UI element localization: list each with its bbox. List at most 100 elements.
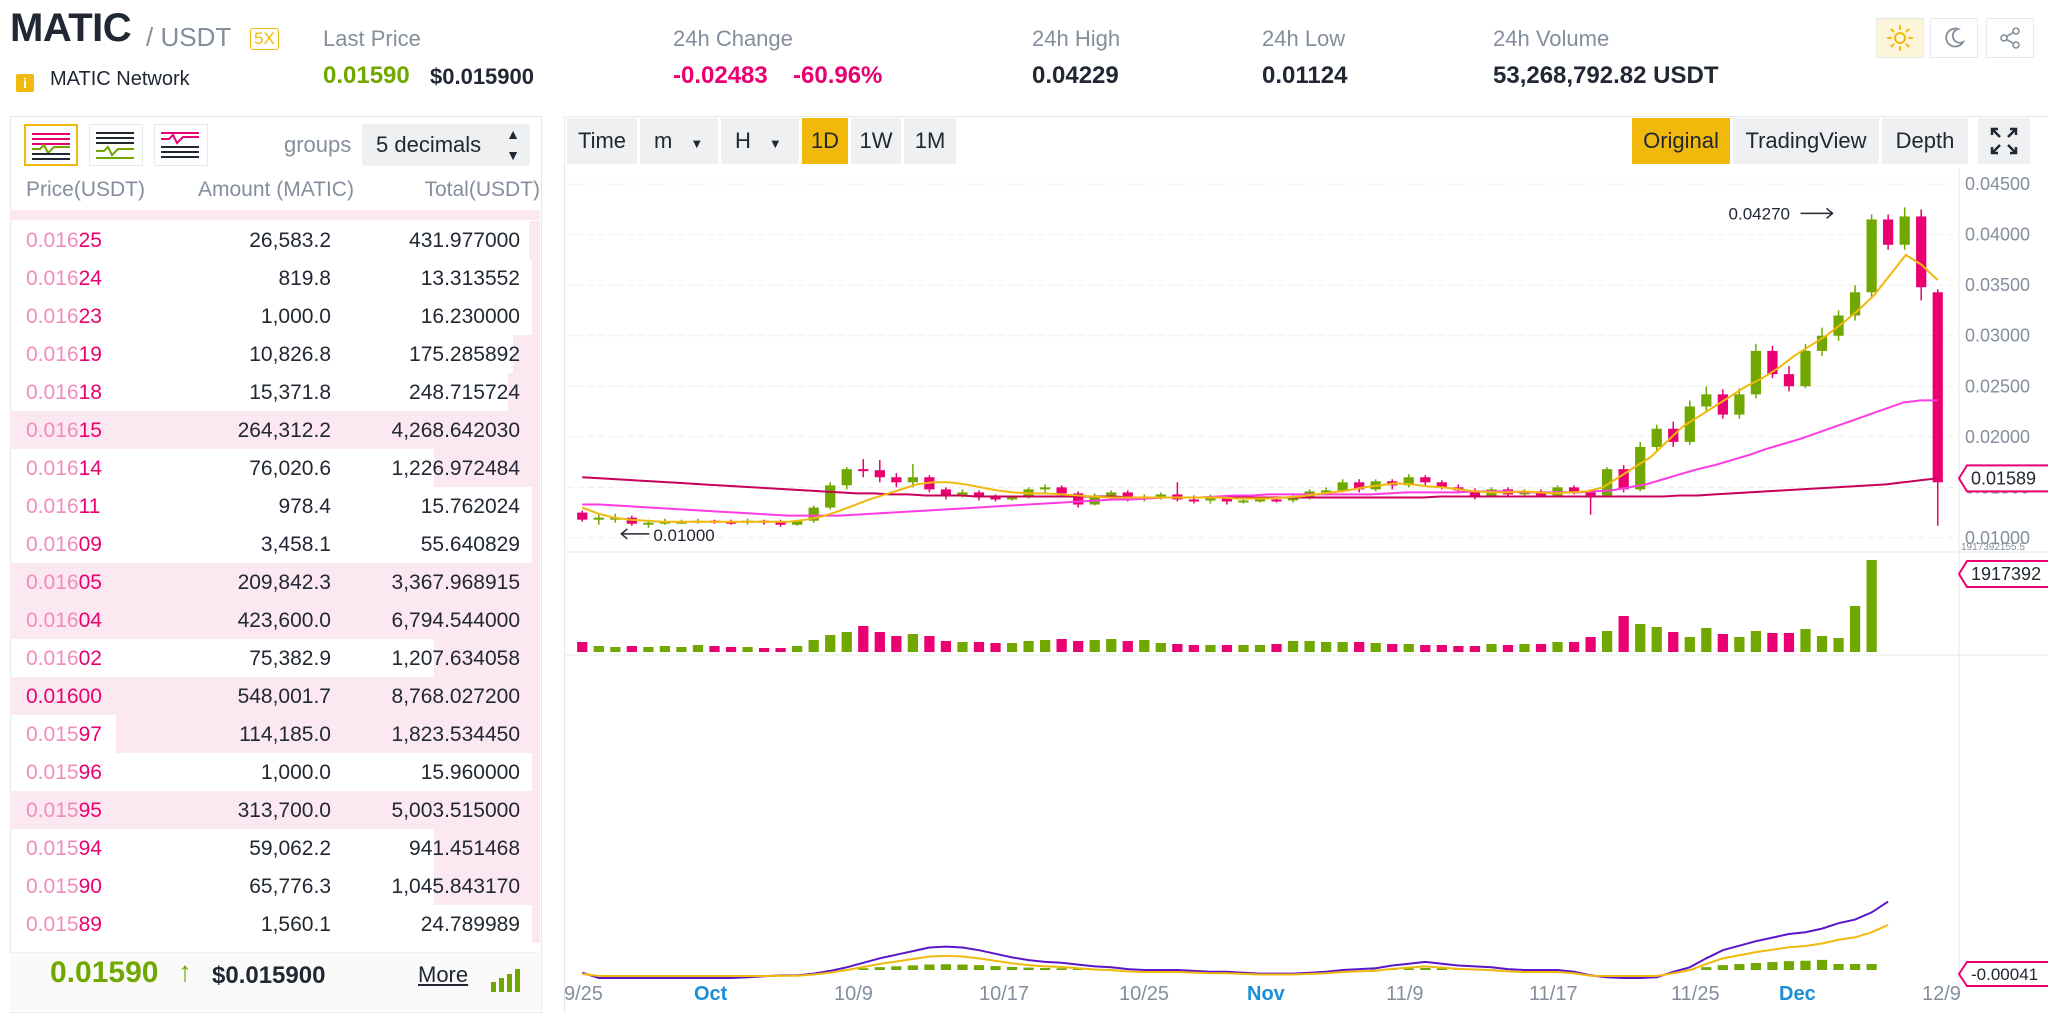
col-total-header: Total(USDT)	[424, 178, 540, 201]
row-amount: 15,371.8	[249, 381, 331, 404]
orderbook-row[interactable]: 0.01624 819.8 13.313552	[10, 259, 540, 297]
depth-bar	[116, 715, 540, 753]
volume-bar	[957, 642, 968, 652]
more-link[interactable]: More	[418, 962, 469, 987]
orderbook-row[interactable]: 0.01602 75,382.9 1,207.634058	[10, 639, 540, 677]
orderbook-row[interactable]: 0.01605 209,842.3 3,367.968915	[10, 563, 540, 601]
volume-bar	[1320, 642, 1332, 652]
depth-bar	[434, 829, 540, 867]
decimals-select[interactable]: 5 decimals ▲ ▼	[362, 124, 530, 166]
orderbook-mode-buy[interactable]	[89, 124, 143, 166]
row-price-suffix: 04	[78, 609, 102, 632]
orderbook-row[interactable]: 0.01604 423,600.0 6,794.544000	[10, 601, 540, 639]
row-price: 0.01623	[26, 305, 102, 329]
y-tick-label: 0.04000	[1965, 225, 2030, 245]
orderbook-row[interactable]: 0.01600 548,001.7 8,768.027200	[10, 677, 540, 715]
candle-body	[825, 485, 836, 508]
volume-tag	[1957, 560, 2048, 588]
volume-bar	[940, 641, 952, 652]
row-amount: 75,382.9	[249, 647, 331, 670]
orderbook-mode-sell[interactable]	[154, 124, 208, 166]
last-price-value: 0.01590	[323, 62, 410, 89]
minute-interval-select[interactable]: m ▼	[640, 118, 718, 164]
depth-bar	[532, 259, 540, 297]
orderbook-mode-both[interactable]	[24, 124, 78, 166]
current-price-tag-label: 0.01589	[1971, 468, 2036, 488]
row-amount: 313,700.0	[237, 799, 331, 822]
select-arrows-icon: ▲ ▼	[506, 126, 520, 163]
depth-view-button[interactable]: Depth	[1882, 118, 1968, 164]
row-amount: 548,001.7	[237, 685, 331, 708]
interval-1m-button[interactable]: 1M	[904, 118, 956, 164]
row-total: 1,207.634058	[391, 647, 520, 670]
row-price: 0.01600	[26, 685, 102, 709]
orderbook-row[interactable]: 0.01611 978.4 15.762024	[10, 487, 540, 525]
row-price-suffix: 97	[78, 723, 102, 746]
volume-bar	[1602, 631, 1613, 652]
row-price-prefix: 0.016	[26, 571, 79, 594]
orderbook-row[interactable]: 0.01614 76,020.6 1,226.972484	[10, 449, 540, 487]
row-amount: 76,020.6	[249, 457, 331, 480]
ma99-line	[582, 476, 1938, 499]
candle-body	[792, 520, 803, 525]
orderbook-row[interactable]: 0.01597 114,185.0 1,823.534450	[10, 715, 540, 753]
original-view-button[interactable]: Original	[1632, 118, 1730, 164]
orderbook-row[interactable]: 0.01594 59,062.2 941.451468	[10, 829, 540, 867]
row-total: 6,794.544000	[391, 609, 520, 632]
orderbook-row[interactable]: 0.01615 264,312.2 4,268.642030	[10, 411, 540, 449]
row-price-suffix: 18	[78, 381, 102, 404]
hour-interval-select[interactable]: H ▼	[721, 118, 799, 164]
candle-body	[1800, 350, 1811, 387]
depth-bar	[508, 373, 540, 411]
row-price-prefix: 0.016	[26, 457, 79, 480]
volume-bar	[709, 646, 720, 652]
dark-theme-button[interactable]	[1930, 18, 1978, 58]
light-theme-button[interactable]	[1876, 18, 1924, 58]
hour-label: H	[735, 128, 751, 153]
orderbook-row[interactable]: 0.01619 10,826.8 175.285892	[10, 335, 540, 373]
candle-body	[1783, 374, 1795, 387]
row-amount: 1,000.0	[260, 305, 331, 328]
fullscreen-button[interactable]	[1978, 118, 2030, 164]
volume-bar	[1271, 644, 1282, 652]
orderbook-row[interactable]: 0.01595 313,700.0 5,003.515000	[10, 791, 540, 829]
volume-bar	[1039, 640, 1051, 652]
leverage-badge[interactable]: 5X	[250, 28, 279, 50]
candlestick-chart[interactable]: 0.04500 0.04000 0.03500 0.03000 0.02500 0.020…	[564, 168, 2048, 1013]
interval-1w-button[interactable]: 1W	[851, 118, 901, 164]
orderbook-row[interactable]: 0.01590 65,776.3 1,045.843170	[10, 867, 540, 905]
signal-bars-icon[interactable]	[490, 964, 526, 997]
row-amount: 114,185.0	[239, 723, 331, 746]
orderbook-row[interactable]: 0.01618 15,371.8 248.715724	[10, 373, 540, 411]
depth-bar	[10, 791, 540, 829]
row-amount: 978.4	[278, 495, 331, 518]
orderbook-row[interactable]: 0.01589 1,560.1 24.789989	[10, 905, 540, 943]
interval-1d-button[interactable]: 1D	[802, 118, 848, 164]
depth-bar	[529, 221, 540, 259]
volume-bar	[643, 647, 654, 652]
row-total: 1,226.972484	[391, 457, 520, 480]
row-price: 0.01590	[26, 875, 102, 899]
tradingview-button[interactable]: TradingView	[1733, 118, 1879, 164]
candle-body	[593, 517, 604, 520]
volume-bar	[725, 647, 737, 652]
orderbook-row[interactable]: 0.01596 1,000.0 15.960000	[10, 753, 540, 791]
network-name[interactable]: MATIC Network	[50, 68, 190, 90]
candle-body	[957, 492, 968, 496]
candle-body	[1651, 428, 1662, 447]
orderbook-row[interactable]: 0.01623 1,000.0 16.230000	[10, 297, 540, 335]
candle-body	[1205, 497, 1216, 501]
time-button[interactable]: Time	[567, 118, 637, 164]
candle-body	[1602, 469, 1613, 496]
pair-quote: / USDT	[146, 22, 232, 52]
macd-histogram-bar	[1800, 960, 1811, 970]
macd-histogram-bar	[1833, 964, 1844, 970]
macd-histogram-bar	[1866, 964, 1877, 970]
volume-bar	[1420, 645, 1431, 652]
orderbook-row[interactable]: 0.01625 26,583.2 431.977000	[10, 221, 540, 259]
depth-bar	[434, 639, 540, 677]
low-value: 0.01124	[1262, 62, 1348, 89]
share-button[interactable]	[1986, 18, 2034, 58]
orderbook-row[interactable]: 0.01609 3,458.1 55.640829	[10, 525, 540, 563]
row-price: 0.01605	[26, 571, 102, 595]
